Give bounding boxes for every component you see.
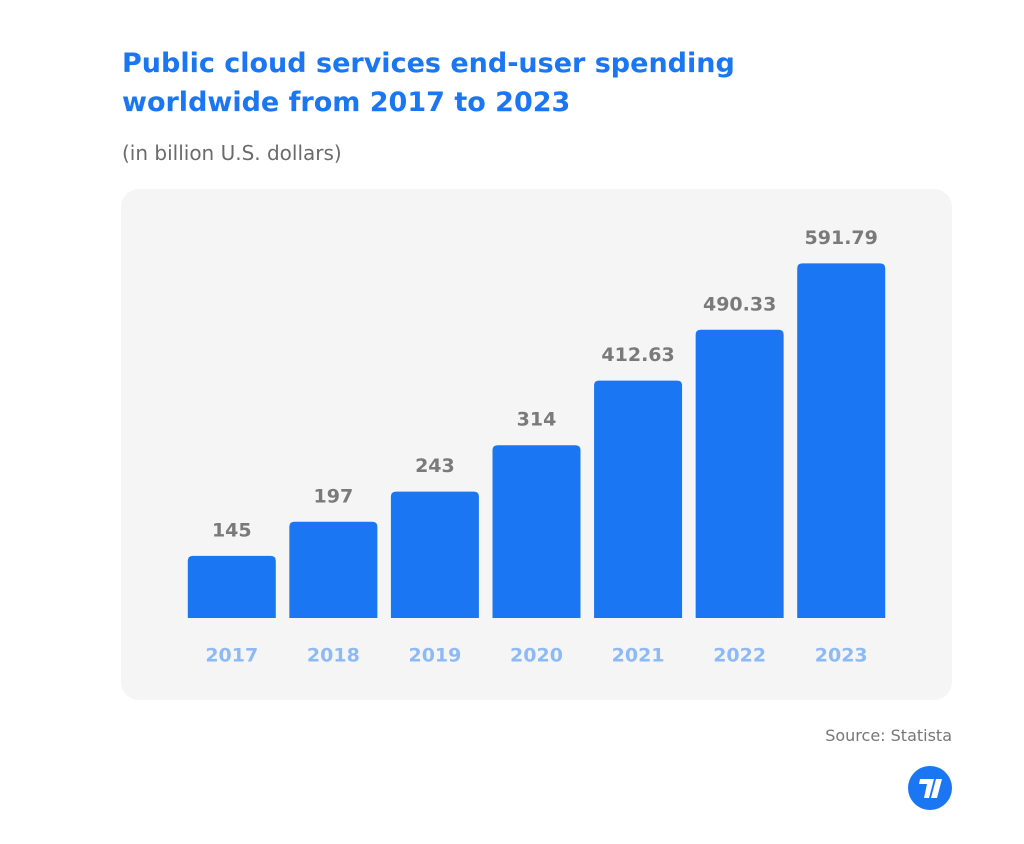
x-tick-label: 2022 [713,645,766,667]
x-tick-label: 2020 [510,645,563,667]
x-tick-label: 2017 [205,645,258,667]
logo-mark [919,779,942,798]
value-label: 314 [517,409,557,431]
logo [908,766,952,810]
bar [695,329,784,618]
x-tick-label: 2019 [408,645,461,667]
x-tick-label: 2021 [612,645,665,667]
bar [797,263,886,618]
bar [390,491,479,618]
bar [492,445,581,618]
chart-title: Public cloud services end-user spending … [122,48,735,118]
bar [594,380,683,618]
value-label: 243 [415,455,455,477]
value-label: 145 [212,519,252,541]
x-tick-label: 2023 [815,645,868,667]
bar [187,555,276,618]
bar [289,521,378,618]
value-label: 490.33 [703,293,776,315]
x-tick-label: 2018 [307,645,360,667]
chart-subtitle: (in billion U.S. dollars) [122,141,342,165]
value-label: 197 [314,485,354,507]
source: Source: Statista [825,726,952,745]
value-label: 591.79 [805,227,878,249]
value-label: 412.63 [601,344,674,366]
